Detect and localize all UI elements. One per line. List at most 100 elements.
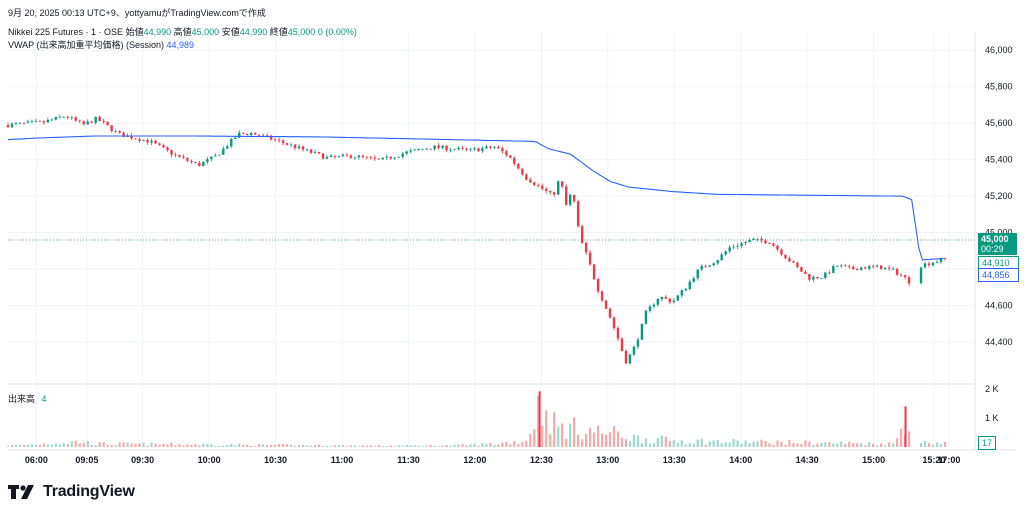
volume-bar: [656, 438, 659, 447]
volume-bar: [888, 442, 891, 447]
volume-bar: [198, 445, 201, 447]
candle-body: [832, 266, 835, 273]
candle-body: [668, 298, 672, 303]
price-tick-label: 44,600: [985, 301, 1013, 311]
candle-body: [313, 151, 317, 153]
candle-body: [305, 149, 309, 151]
high-label: 高値: [173, 27, 192, 37]
volume-bar: [337, 445, 341, 447]
candle-body: [732, 246, 735, 248]
volume-bar: [736, 440, 739, 447]
volume-bar: [357, 446, 360, 447]
candle-body: [652, 304, 656, 307]
candle-body: [389, 156, 392, 159]
volume-bar: [477, 445, 480, 447]
volume-bar: [684, 444, 687, 447]
volume-bar: [361, 445, 364, 447]
candle-body: [907, 277, 911, 284]
candle-body: [154, 140, 157, 144]
volume-bar: [453, 444, 456, 447]
time-tick-label: 15:20: [922, 455, 945, 465]
volume-bar: [796, 443, 799, 447]
volume-bar: [321, 446, 325, 447]
volume-bar: [54, 443, 57, 447]
candle-body: [66, 116, 70, 118]
bar-countdown: 00:29: [981, 244, 1004, 254]
candle-body: [895, 268, 899, 275]
candle-body: [469, 148, 472, 150]
candle-body: [26, 121, 30, 123]
legend-vwap[interactable]: VWAP (出来高加重平均価格) (Session) 44,989: [8, 38, 194, 51]
candle-body: [102, 120, 105, 122]
candle-body: [899, 274, 903, 276]
time-axis[interactable]: 06:00 09:05 09:30 10:00 10:30 11:00 11:30 12:00…: [25, 455, 961, 465]
tradingview-logo[interactable]: TradingView: [8, 482, 135, 502]
last-price-value: 45,000: [981, 234, 1009, 244]
volume-bar: [210, 444, 213, 447]
time-tick-label: 11:00: [331, 455, 354, 465]
candle-body: [94, 116, 97, 123]
candle-body: [553, 192, 556, 195]
volume-bar: [317, 444, 321, 447]
volume-bar: [30, 444, 34, 447]
legend-volume[interactable]: 出来高 4: [8, 392, 47, 405]
volume-bar: [816, 443, 819, 447]
candle-body: [417, 149, 420, 151]
candle-body: [788, 258, 791, 262]
candle-body: [433, 145, 436, 150]
volume-bar: [409, 445, 412, 447]
volume-bar: [226, 444, 229, 447]
candle-body: [198, 162, 201, 166]
volume-bar: [529, 433, 532, 447]
volume-bar: [943, 442, 947, 447]
candle-body: [445, 145, 448, 151]
candle-body: [648, 306, 652, 311]
volume-bar: [250, 445, 253, 447]
volume-bar: [836, 443, 839, 447]
symbol-title[interactable]: Nikkei 225 Futures · 1 · OSE: [8, 27, 124, 37]
volume-bar: [688, 443, 691, 447]
candle-body: [808, 274, 811, 280]
close-value: 45,000: [287, 27, 316, 37]
candle-body: [265, 135, 269, 137]
volume-bar: [230, 443, 233, 447]
candle-body: [844, 265, 847, 267]
candle-body: [477, 148, 480, 152]
volume-bar: [616, 431, 620, 447]
candle-body: [174, 154, 177, 156]
volume-bar: [174, 445, 177, 447]
volume-bar: [126, 442, 129, 447]
volume-bar: [238, 443, 241, 447]
candle-body: [297, 146, 301, 149]
candle-body: [309, 149, 313, 153]
high-value: 45,000: [191, 27, 220, 37]
volume-bar: [22, 444, 26, 447]
volume-bar: [668, 440, 671, 447]
volume-bar: [90, 445, 93, 447]
candle-body: [780, 249, 783, 255]
open-label: 始値: [125, 27, 144, 37]
volume-bar: [465, 445, 468, 447]
volume-bar: [489, 443, 492, 447]
candle-body: [246, 133, 249, 135]
volume-bar: [612, 426, 616, 447]
candle-body: [740, 243, 743, 246]
volume-bar: [549, 434, 552, 447]
volume-bar: [732, 439, 735, 447]
volume-bar: [170, 442, 173, 447]
volume-bar: [102, 442, 105, 447]
candle-body: [437, 145, 440, 148]
price-axis[interactable]: 44,40044,60044,80045,00045,20045,40045,6…: [985, 45, 1013, 347]
candle-body: [150, 140, 153, 143]
volume-bar: [365, 445, 368, 447]
volume-bar: [628, 441, 632, 447]
candle-body: [943, 257, 947, 259]
volume-bar: [708, 441, 711, 447]
candle-body: [210, 156, 213, 160]
volume-bar: [74, 440, 77, 447]
volume-bar: [301, 445, 305, 447]
candle-body: [608, 308, 612, 318]
volume-bar: [182, 445, 185, 447]
candle-body: [692, 278, 695, 282]
